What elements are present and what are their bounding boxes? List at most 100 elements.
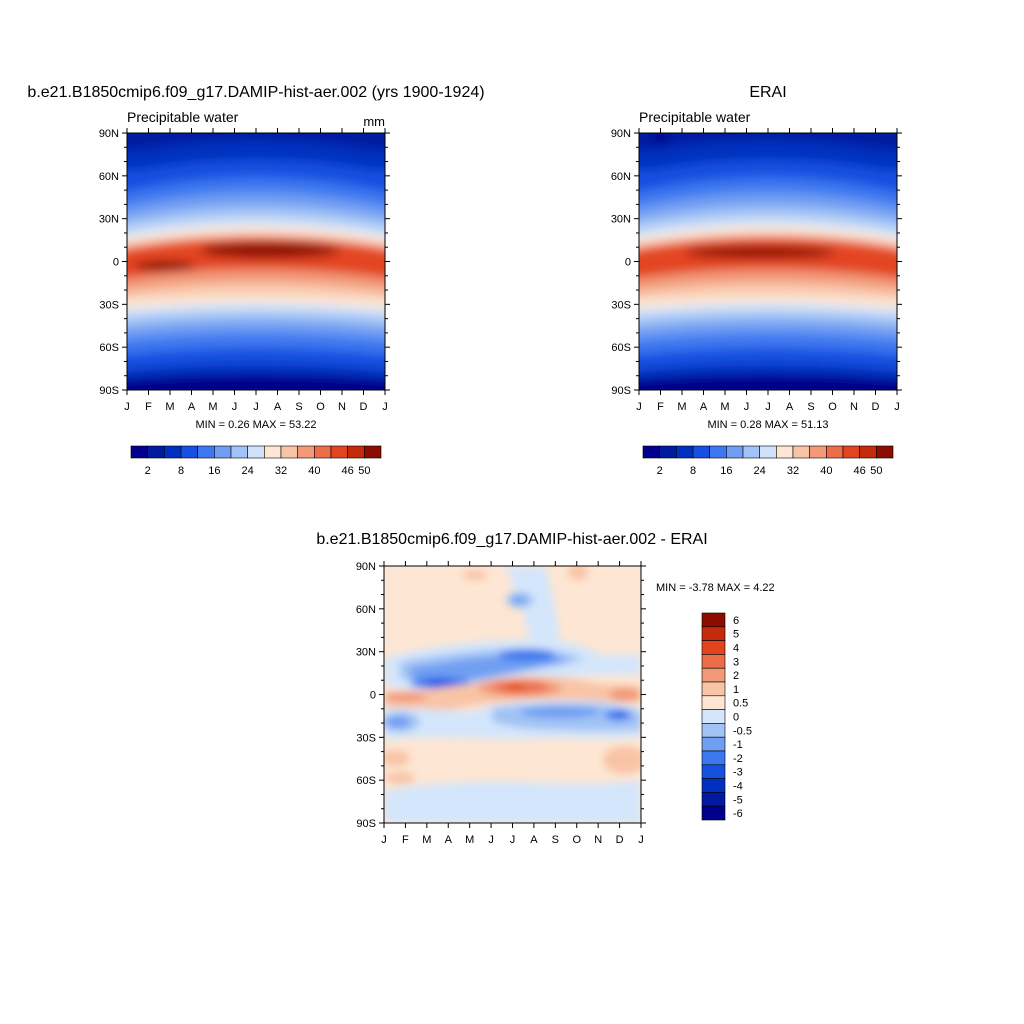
band-south-7	[127, 363, 385, 380]
panel-diff-lat-label: 30S	[356, 732, 376, 744]
diff-neg-nh-core-4	[450, 659, 490, 671]
panel-obs-field	[639, 133, 897, 390]
panel-diff-colorbar-label: 2	[733, 670, 739, 682]
panel-obs-colorbar: 2 8 16 24 32 40 46 50	[642, 445, 894, 477]
panel-obs-colorbar-swatch	[859, 445, 877, 459]
panel-obs-colorbar-label: 40	[820, 465, 832, 477]
panel-model-month-label: D	[360, 401, 368, 413]
panel-model-month-label: A	[188, 401, 196, 413]
panel-obs-lat-label: 30S	[611, 299, 631, 311]
panel-obs-month-label: F	[657, 401, 664, 413]
panel-obs-colorbar-swatch	[726, 445, 744, 459]
panel-model-colorbar: 2 8 16 24 32 40 46 50	[130, 445, 382, 477]
panel-diff-lat-label: 60S	[356, 775, 376, 787]
diff-neg-nh-core-1	[499, 649, 555, 661]
panel-diff-colorbar-swatch	[701, 709, 726, 724]
panel-model-month-label: M	[165, 401, 174, 413]
band-subtropic-s	[639, 285, 897, 300]
panel-model-colorbar-label: 16	[208, 465, 220, 477]
panel-obs-month-label: J	[765, 401, 771, 413]
panel-diff-month-label: N	[594, 834, 602, 846]
band-south-2	[639, 303, 897, 317]
panel-diff-colorbar-swatch	[701, 612, 726, 628]
diff-pos-north-1	[463, 570, 487, 580]
panel-diff-lat-label: 30N	[356, 647, 376, 659]
panel-model-lat-label: 60N	[99, 171, 119, 183]
panel-obs-lat-label: 90S	[611, 385, 631, 397]
band-south-7	[639, 363, 897, 380]
panel-model-colorbar-label: 46	[342, 465, 354, 477]
panel-model-colorbar-swatch	[364, 445, 382, 459]
panel-diff-colorbar-swatch	[701, 640, 726, 655]
panel-diff-month-label: O	[572, 834, 581, 846]
panel-diff-field	[384, 566, 641, 823]
panel-diff-colorbar-label: -1	[733, 739, 743, 751]
panel-model-month-label: J	[124, 401, 130, 413]
panel-obs-colorbar-label: 50	[870, 465, 882, 477]
panel-obs-colorbar-label: 8	[690, 465, 696, 477]
panel-obs-colorbar-swatch	[826, 445, 844, 459]
panel-obs-month-label: J	[636, 401, 642, 413]
panel-obs-month-label: J	[744, 401, 750, 413]
band-north-4	[639, 192, 897, 220]
panel-diff-month-label: M	[422, 834, 431, 846]
band-north-4	[127, 192, 385, 220]
band-south-4	[639, 320, 897, 339]
diff-pos-eq-4	[384, 692, 427, 702]
panel-diff-title: b.e21.B1850cmip6.f09_g17.DAMIP-hist-aer.…	[316, 531, 707, 548]
panel-diff-stats: MIN = -3.78 MAX = 4.22	[656, 582, 775, 594]
band-polar-south	[127, 374, 385, 390]
panel-diff-colorbar-label: -3	[733, 767, 743, 779]
panel-obs-colorbar-swatch	[759, 445, 777, 459]
band-north-6	[639, 217, 897, 238]
band-subtropic-n	[127, 226, 385, 246]
max-core	[685, 246, 835, 258]
panel-diff-lat-label: 60N	[356, 604, 376, 616]
panel-obs-colorbar-swatch	[709, 445, 727, 459]
band-south-6	[127, 347, 385, 369]
panel-obs-month-label: D	[872, 401, 880, 413]
panel-model-stats: MIN = 0.26 MAX = 53.22	[195, 419, 316, 431]
panel-diff-colorbar-swatch	[701, 695, 726, 710]
panel-obs-colorbar-swatch	[642, 445, 660, 459]
panel-obs-lat-label: 0	[625, 257, 631, 269]
band-north-3	[127, 177, 385, 208]
panel-model-title: b.e21.B1850cmip6.f09_g17.DAMIP-hist-aer.…	[27, 84, 484, 101]
panel-obs-variable-label: Precipitable water	[639, 109, 751, 125]
panel-obs-lat-label: 30N	[611, 214, 631, 226]
diff-neg-north-core	[512, 596, 526, 604]
panel-model-lat-label: 60S	[99, 342, 119, 354]
panel-diff-colorbar: 6 5 43 2 1 0.5 0-0.5 -1 -2 -3 -4-5 -6	[701, 612, 752, 821]
band-north-5	[127, 206, 385, 230]
panel-diff-colorbar-swatch	[701, 681, 726, 697]
panel-diff-colorbar-swatch	[701, 805, 726, 821]
panel-model-month-label: F	[145, 401, 152, 413]
panel-obs-month-label: A	[786, 401, 794, 413]
panel-model-colorbar-label: 2	[145, 465, 151, 477]
band-tropic-s	[127, 269, 385, 291]
panel-model-colorbar-swatch	[347, 445, 365, 459]
panel-obs-month-label: O	[828, 401, 837, 413]
panel-obs-colorbar-swatch	[659, 445, 677, 459]
panel-model-colorbar-swatch	[130, 445, 148, 459]
panel-diff-month-label: M	[465, 834, 474, 846]
panel-diff-colorbar-label: -5	[733, 794, 743, 806]
panel-obs: ERAI Precipitable water	[611, 84, 902, 477]
max-core-jan	[135, 261, 195, 271]
panel-diff-colorbar-label: 4	[733, 643, 739, 655]
panel-obs-stats: MIN = 0.28 MAX = 51.13	[707, 419, 828, 431]
panel-model-month-label: A	[274, 401, 282, 413]
panel-model-lat-label: 90S	[99, 385, 119, 397]
panel-model-field	[127, 133, 385, 390]
panel-diff-month-label: S	[552, 834, 559, 846]
band-south-5	[127, 332, 385, 354]
panel-diff-colorbar-swatch	[701, 736, 726, 752]
panel-obs-colorbar-swatch	[876, 445, 894, 459]
panel-model-colorbar-swatch	[264, 445, 282, 459]
band-north-5	[639, 206, 897, 230]
diff-neg-polar-south	[384, 780, 641, 823]
panel-obs-month-label: N	[850, 401, 858, 413]
diff-pos-eq-5	[609, 688, 641, 702]
panel-model-colorbar-swatch	[164, 445, 182, 459]
